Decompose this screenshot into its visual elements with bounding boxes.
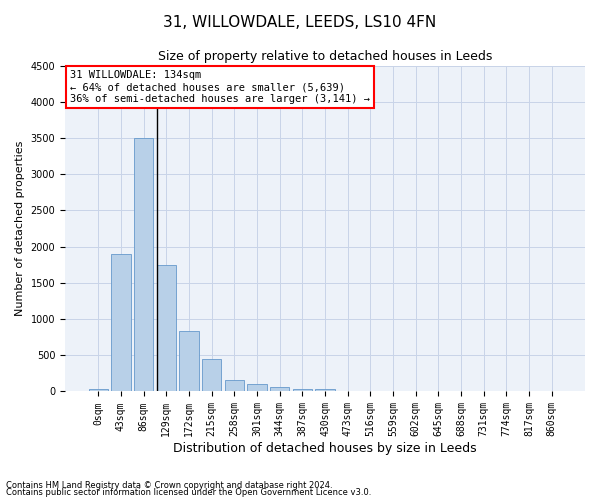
Bar [316, 390, 335, 392]
Bar [293, 389, 312, 392]
Bar [224, 380, 244, 392]
Bar [247, 384, 266, 392]
Bar [179, 332, 199, 392]
Bar [157, 264, 176, 392]
Bar [112, 254, 131, 392]
Bar [202, 359, 221, 392]
Y-axis label: Number of detached properties: Number of detached properties [15, 141, 25, 316]
Text: Contains HM Land Registry data © Crown copyright and database right 2024.: Contains HM Land Registry data © Crown c… [6, 480, 332, 490]
Text: 31, WILLOWDALE, LEEDS, LS10 4FN: 31, WILLOWDALE, LEEDS, LS10 4FN [163, 15, 437, 30]
X-axis label: Distribution of detached houses by size in Leeds: Distribution of detached houses by size … [173, 442, 477, 455]
Bar [89, 390, 108, 392]
Bar [270, 387, 289, 392]
Bar [134, 138, 153, 392]
Title: Size of property relative to detached houses in Leeds: Size of property relative to detached ho… [158, 50, 492, 63]
Text: Contains public sector information licensed under the Open Government Licence v3: Contains public sector information licen… [6, 488, 371, 497]
Text: 31 WILLOWDALE: 134sqm
← 64% of detached houses are smaller (5,639)
36% of semi-d: 31 WILLOWDALE: 134sqm ← 64% of detached … [70, 70, 370, 104]
